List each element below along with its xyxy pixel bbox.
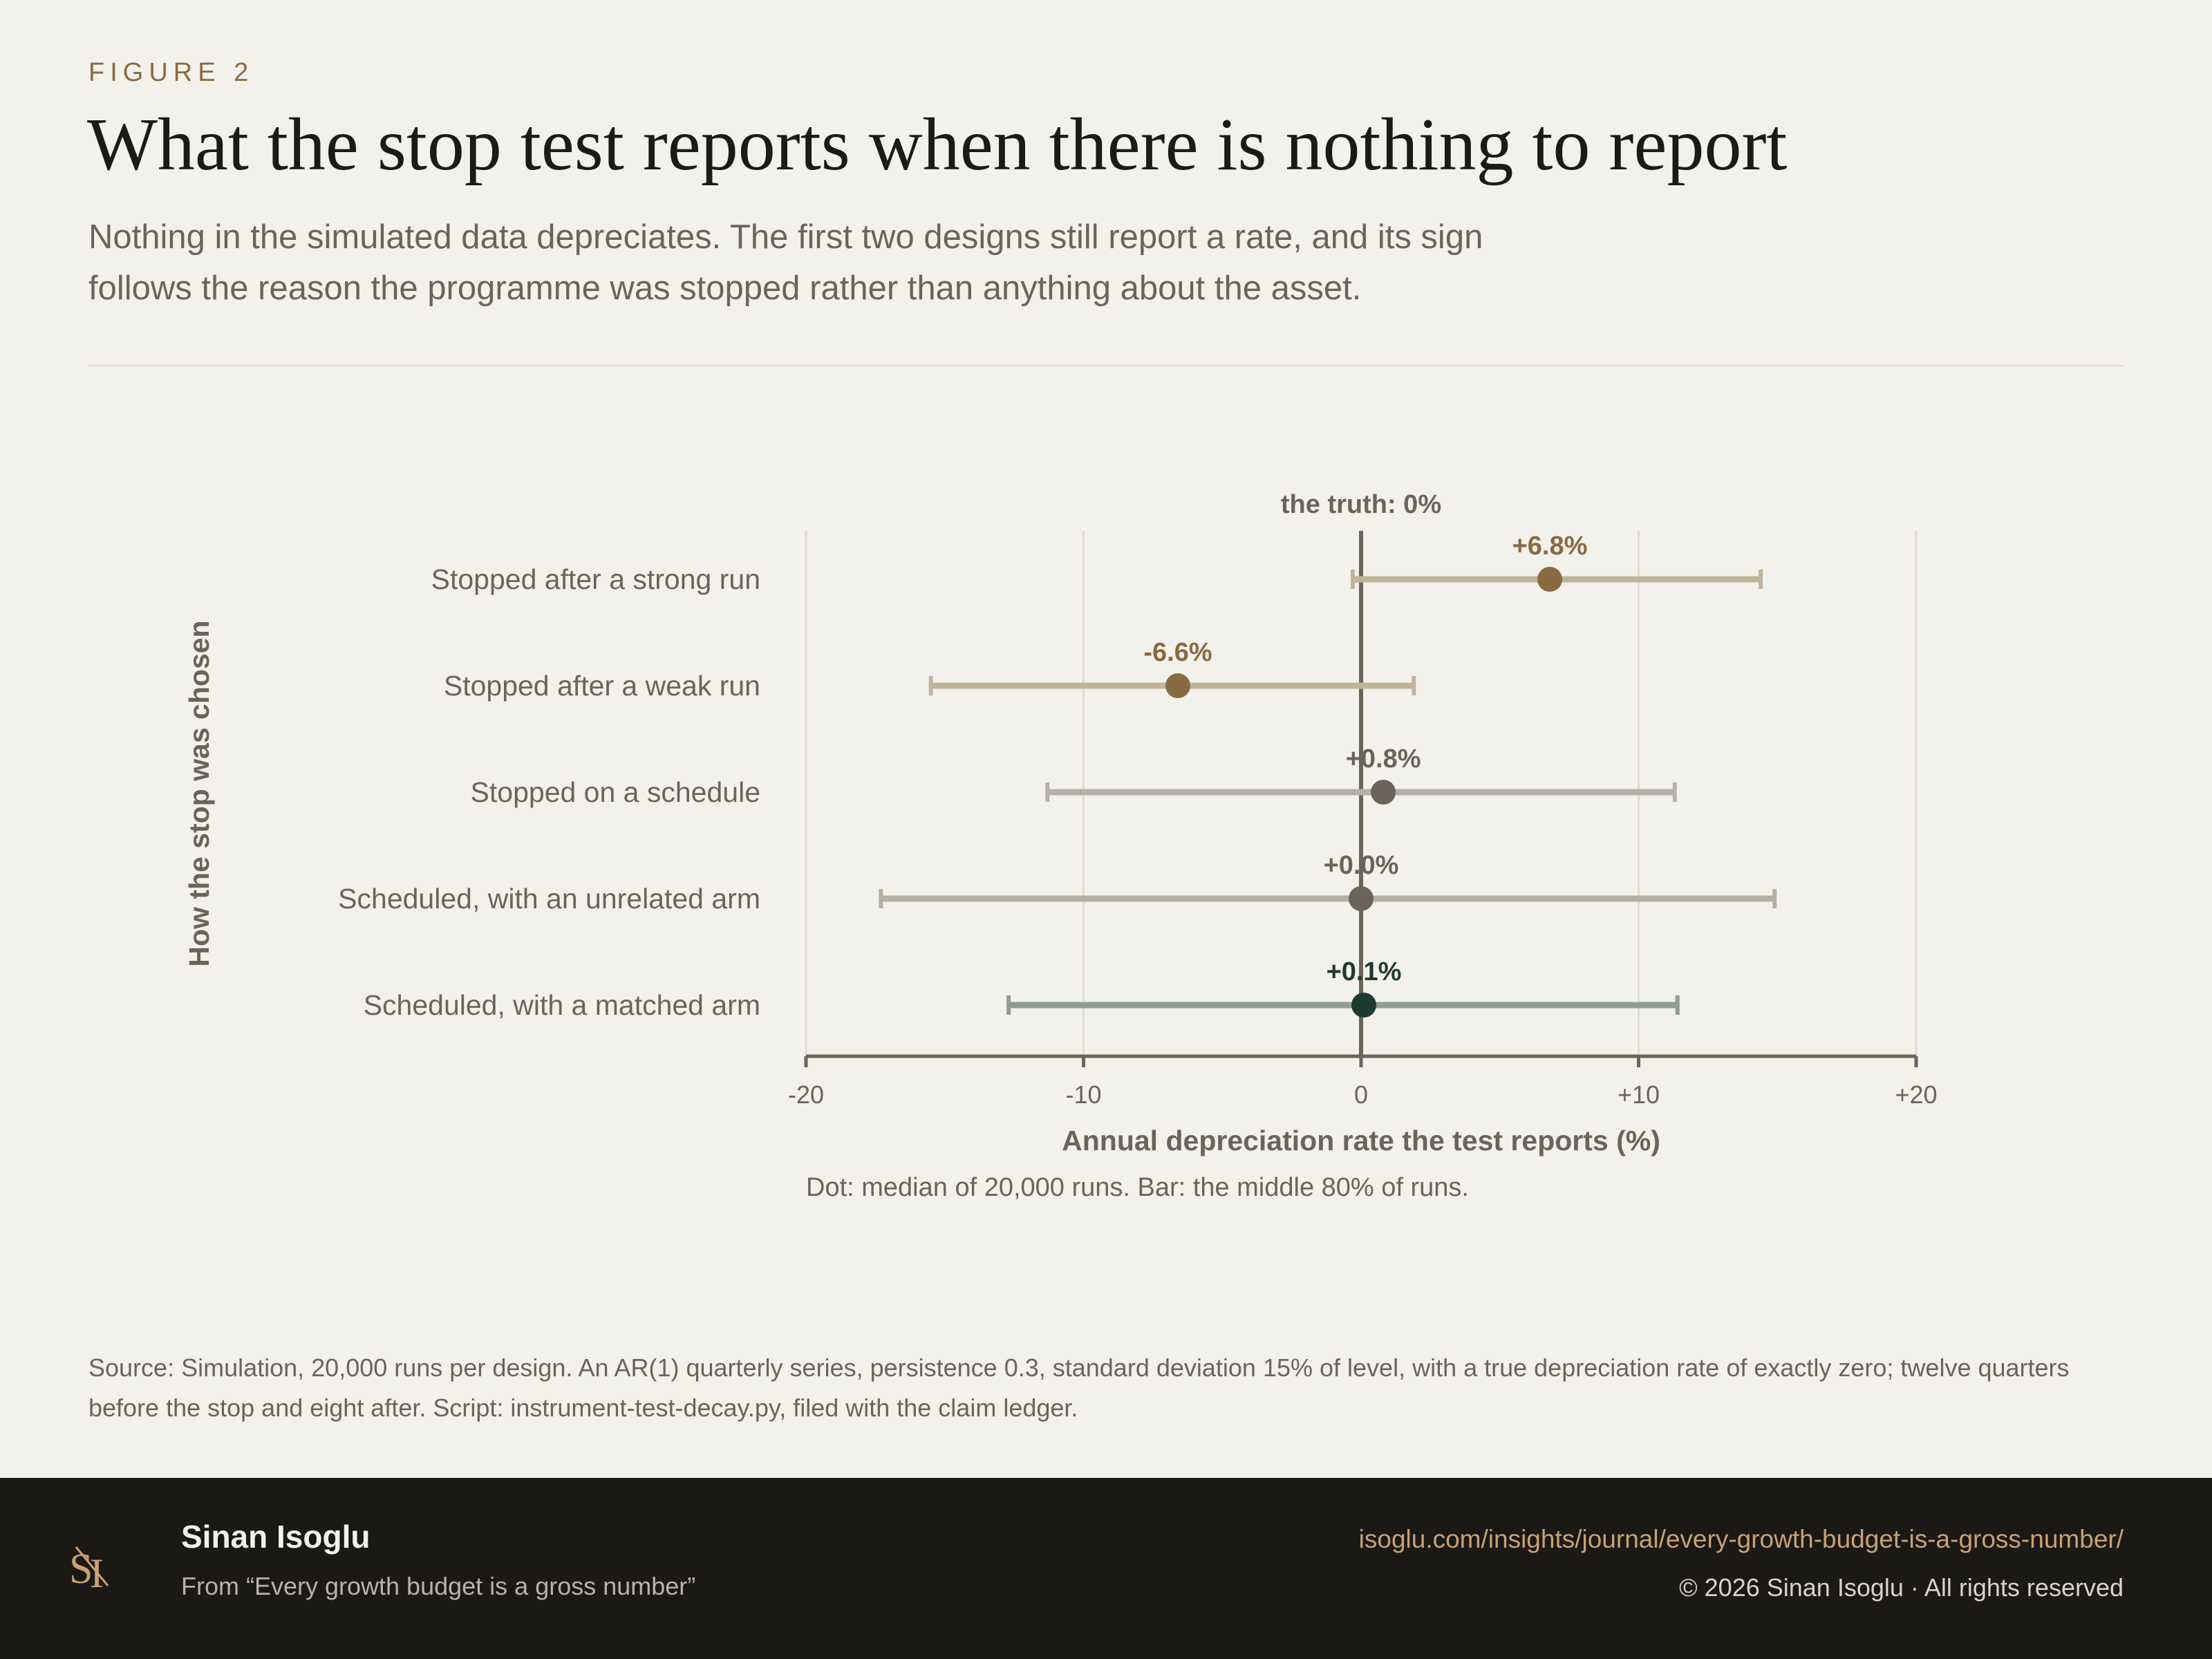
divider [88,365,2124,366]
page-title: What the stop test reports when there is… [87,104,1788,186]
dot-interval-chart: -20 -10 0 +10 +20 the truth: 0% Stopped after … [183,490,1938,1202]
figure-label: FIGURE 2 [88,58,254,87]
median-dot [1351,993,1377,1018]
x-tick-label: +10 [1618,1080,1660,1109]
article-link[interactable]: isoglu.com/insights/journal/every-growth… [1358,1525,2124,1553]
median-label: +0.1% [1327,957,1402,986]
category-label: Stopped after a weak run [444,670,760,702]
median-dot [1371,780,1396,805]
article-reference: From “Every growth budget is a gross num… [181,1572,696,1600]
median-label: +6.8% [1512,532,1588,561]
y-axis-title: How the stop was chosen [183,620,215,966]
median-dot [1165,673,1191,698]
x-axis-title: Annual depreciation rate the test report… [1062,1125,1660,1156]
category-label: Stopped on a schedule [471,776,760,808]
footer [0,1478,2212,1659]
x-tick-label: -20 [788,1080,824,1109]
copyright: © 2026 Sinan Isoglu · All rights reserve… [1679,1573,2124,1602]
x-tick-label: 0 [1354,1080,1368,1109]
median-label: -6.6% [1143,638,1212,667]
x-tick-label: +20 [1895,1080,1937,1109]
category-label: Scheduled, with an unrelated arm [338,883,760,915]
category-label: Stopped after a strong run [431,563,760,595]
reference-line-label: the truth: 0% [1281,490,1441,519]
x-tick-label: -10 [1065,1080,1101,1109]
author-name: Sinan Isoglu [181,1519,371,1555]
median-label: +0.0% [1324,851,1399,880]
logo-monogram: S I [69,1546,109,1593]
source-note: Source: Simulation, 20,000 runs per desi… [88,1353,2070,1422]
category-label: Scheduled, with a matched arm [364,989,760,1021]
median-label: +0.8% [1346,744,1421,774]
subtitle: Nothing in the simulated data depreciate… [88,218,1483,307]
chart-note: Dot: median of 20,000 runs. Bar: the mid… [806,1173,1469,1202]
median-dot [1349,886,1374,911]
median-dot [1537,567,1563,592]
